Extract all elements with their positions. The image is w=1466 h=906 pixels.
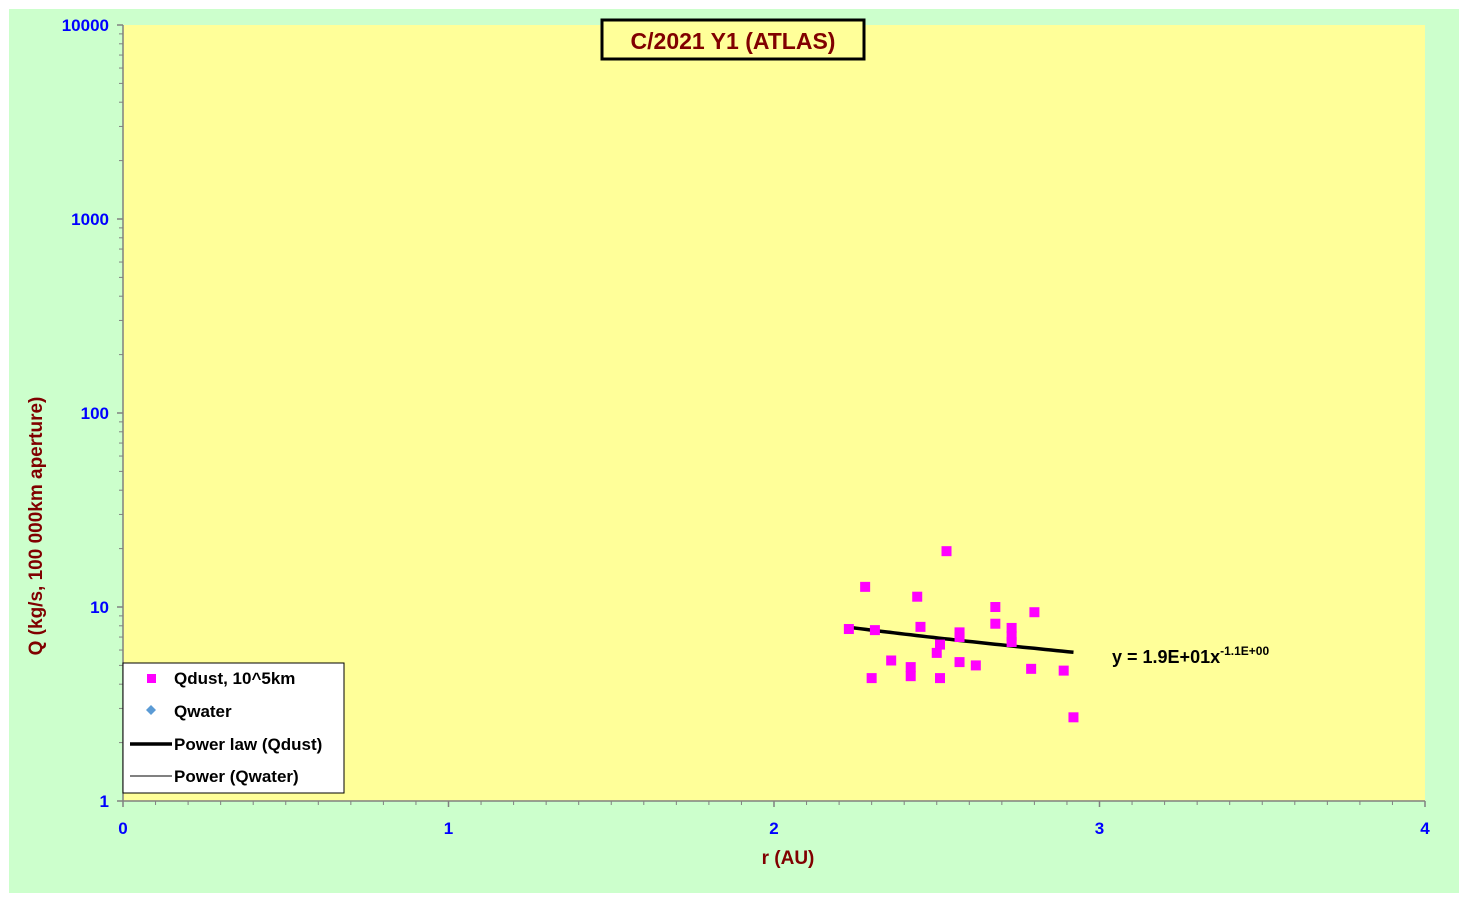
y-tick-label: 10 (90, 598, 109, 617)
legend-powerlaw-label: Power law (Qdust) (174, 735, 322, 754)
legend-qwater-label: Qwater (174, 702, 232, 721)
qdust-point (869, 625, 880, 636)
x-axis-label: r (AU) (762, 848, 815, 869)
qdust-point (843, 624, 854, 635)
qdust-point (954, 632, 965, 643)
x-tick-label: 1 (444, 819, 453, 838)
x-tick-label: 4 (1420, 819, 1430, 838)
x-tick-label: 0 (118, 819, 127, 838)
qdust-point (990, 602, 1001, 612)
y-tick-label: 1 (100, 792, 109, 811)
qdust-point (860, 581, 871, 592)
qdust-point (866, 673, 877, 684)
trendline-equation-text: y = 1.9E+01x-1.1E+00 (1112, 644, 1269, 667)
y-tick-label: 10000 (62, 16, 109, 35)
qdust-point (905, 662, 916, 673)
trendline-equation-exponent: -1.1E+00 (1220, 644, 1269, 658)
qdust-point (886, 655, 897, 666)
qdust-point (954, 657, 965, 668)
qdust-point (941, 546, 952, 557)
qdust-point (1068, 712, 1079, 723)
qdust-point (935, 673, 946, 684)
y-axis-label: Q (kg/s, 100 000km aperture) (26, 397, 47, 656)
y-tick-label: 100 (81, 404, 109, 423)
legend-qdust-marker-icon (147, 674, 156, 683)
chart-title: C/2021 Y1 (ATLAS) (631, 28, 836, 54)
qdust-point (1029, 607, 1040, 618)
qdust-point (990, 618, 1001, 629)
qdust-point (1006, 622, 1017, 633)
qdust-point (1006, 637, 1017, 648)
x-tick-label: 2 (769, 819, 778, 838)
qdust-point (931, 647, 942, 658)
legend-qwater-marker-icon (146, 705, 156, 715)
legend-power-qwater-label: Power (Qwater) (174, 767, 299, 786)
qdust-point (912, 591, 923, 602)
trendline-equation: y = 1.9E+01x-1.1E+00 (1112, 644, 1269, 667)
qdust-point (1026, 663, 1037, 674)
data-layer (843, 546, 1079, 723)
x-tick-label: 3 (1095, 819, 1104, 838)
chart-title-frame (600, 18, 866, 61)
trendline-equation-main: y = 1.9E+01x (1112, 647, 1220, 667)
y-tick-label: 1000 (71, 210, 109, 229)
qdust-point (970, 660, 981, 671)
legend: Qdust, 10^5km Qwater Power law (Qdust) P… (122, 662, 345, 794)
legend-qdust-label: Qdust, 10^5km (174, 669, 295, 688)
legend-box (122, 662, 345, 794)
qdust-point (935, 639, 946, 650)
qdust-point (1006, 630, 1017, 641)
qdust-point (905, 671, 916, 682)
qdust-point (915, 621, 926, 632)
qdust-point (1058, 665, 1069, 676)
chart-title-box: C/2021 Y1 (ATLAS) (600, 18, 866, 61)
